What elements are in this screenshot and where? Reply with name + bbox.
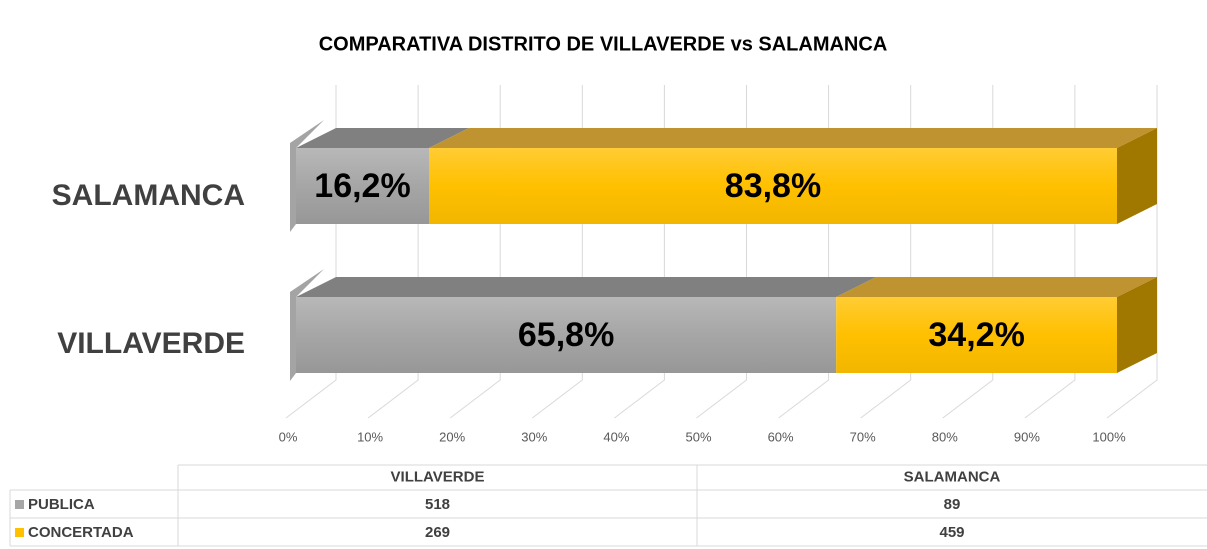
x-tick-label: 30%: [521, 429, 547, 444]
bar-top: [429, 128, 1157, 148]
bar-shadow: [290, 269, 324, 381]
x-tick-label: 80%: [932, 429, 958, 444]
bar-top: [296, 128, 470, 148]
category-label: VILLAVERDE: [57, 327, 245, 360]
data-label: 65,8%: [518, 316, 614, 354]
bar: [836, 297, 1117, 373]
bar: [296, 148, 430, 224]
bar: [429, 148, 1117, 224]
bar-side: [1117, 128, 1157, 224]
x-tick-label: 90%: [1014, 429, 1040, 444]
data-label: 83,8%: [725, 167, 821, 205]
x-tick-label: 0%: [279, 429, 298, 444]
legend-swatch: [15, 500, 24, 509]
bar-side: [1117, 277, 1157, 373]
table-cell: 89: [944, 496, 961, 513]
legend-label: CONCERTADA: [28, 524, 134, 541]
category-label: SALAMANCA: [52, 179, 245, 212]
legend-label: PUBLICA: [28, 496, 95, 513]
legend-swatch: [15, 528, 24, 537]
data-label: 34,2%: [928, 316, 1024, 354]
x-tick-label: 10%: [357, 429, 383, 444]
x-tick-label: 50%: [685, 429, 711, 444]
data-label: 16,2%: [314, 167, 410, 205]
x-tick-label: 40%: [603, 429, 629, 444]
x-tick-label: 60%: [768, 429, 794, 444]
table-cell: 518: [425, 496, 450, 513]
bar-top: [296, 277, 877, 297]
bar-shadow: [290, 120, 324, 232]
chart-title: COMPARATIVA DISTRITO DE VILLAVERDE vs SA…: [319, 33, 888, 55]
x-tick-label: 20%: [439, 429, 465, 444]
table-cell: 459: [939, 524, 964, 541]
table-cell: 269: [425, 524, 450, 541]
bar-top: [836, 277, 1157, 297]
table-header: VILLAVERDE: [391, 468, 485, 485]
x-tick-label: 70%: [850, 429, 876, 444]
x-tick-label: 100%: [1092, 429, 1126, 444]
bar: [296, 297, 837, 373]
table-header: SALAMANCA: [904, 468, 1001, 485]
